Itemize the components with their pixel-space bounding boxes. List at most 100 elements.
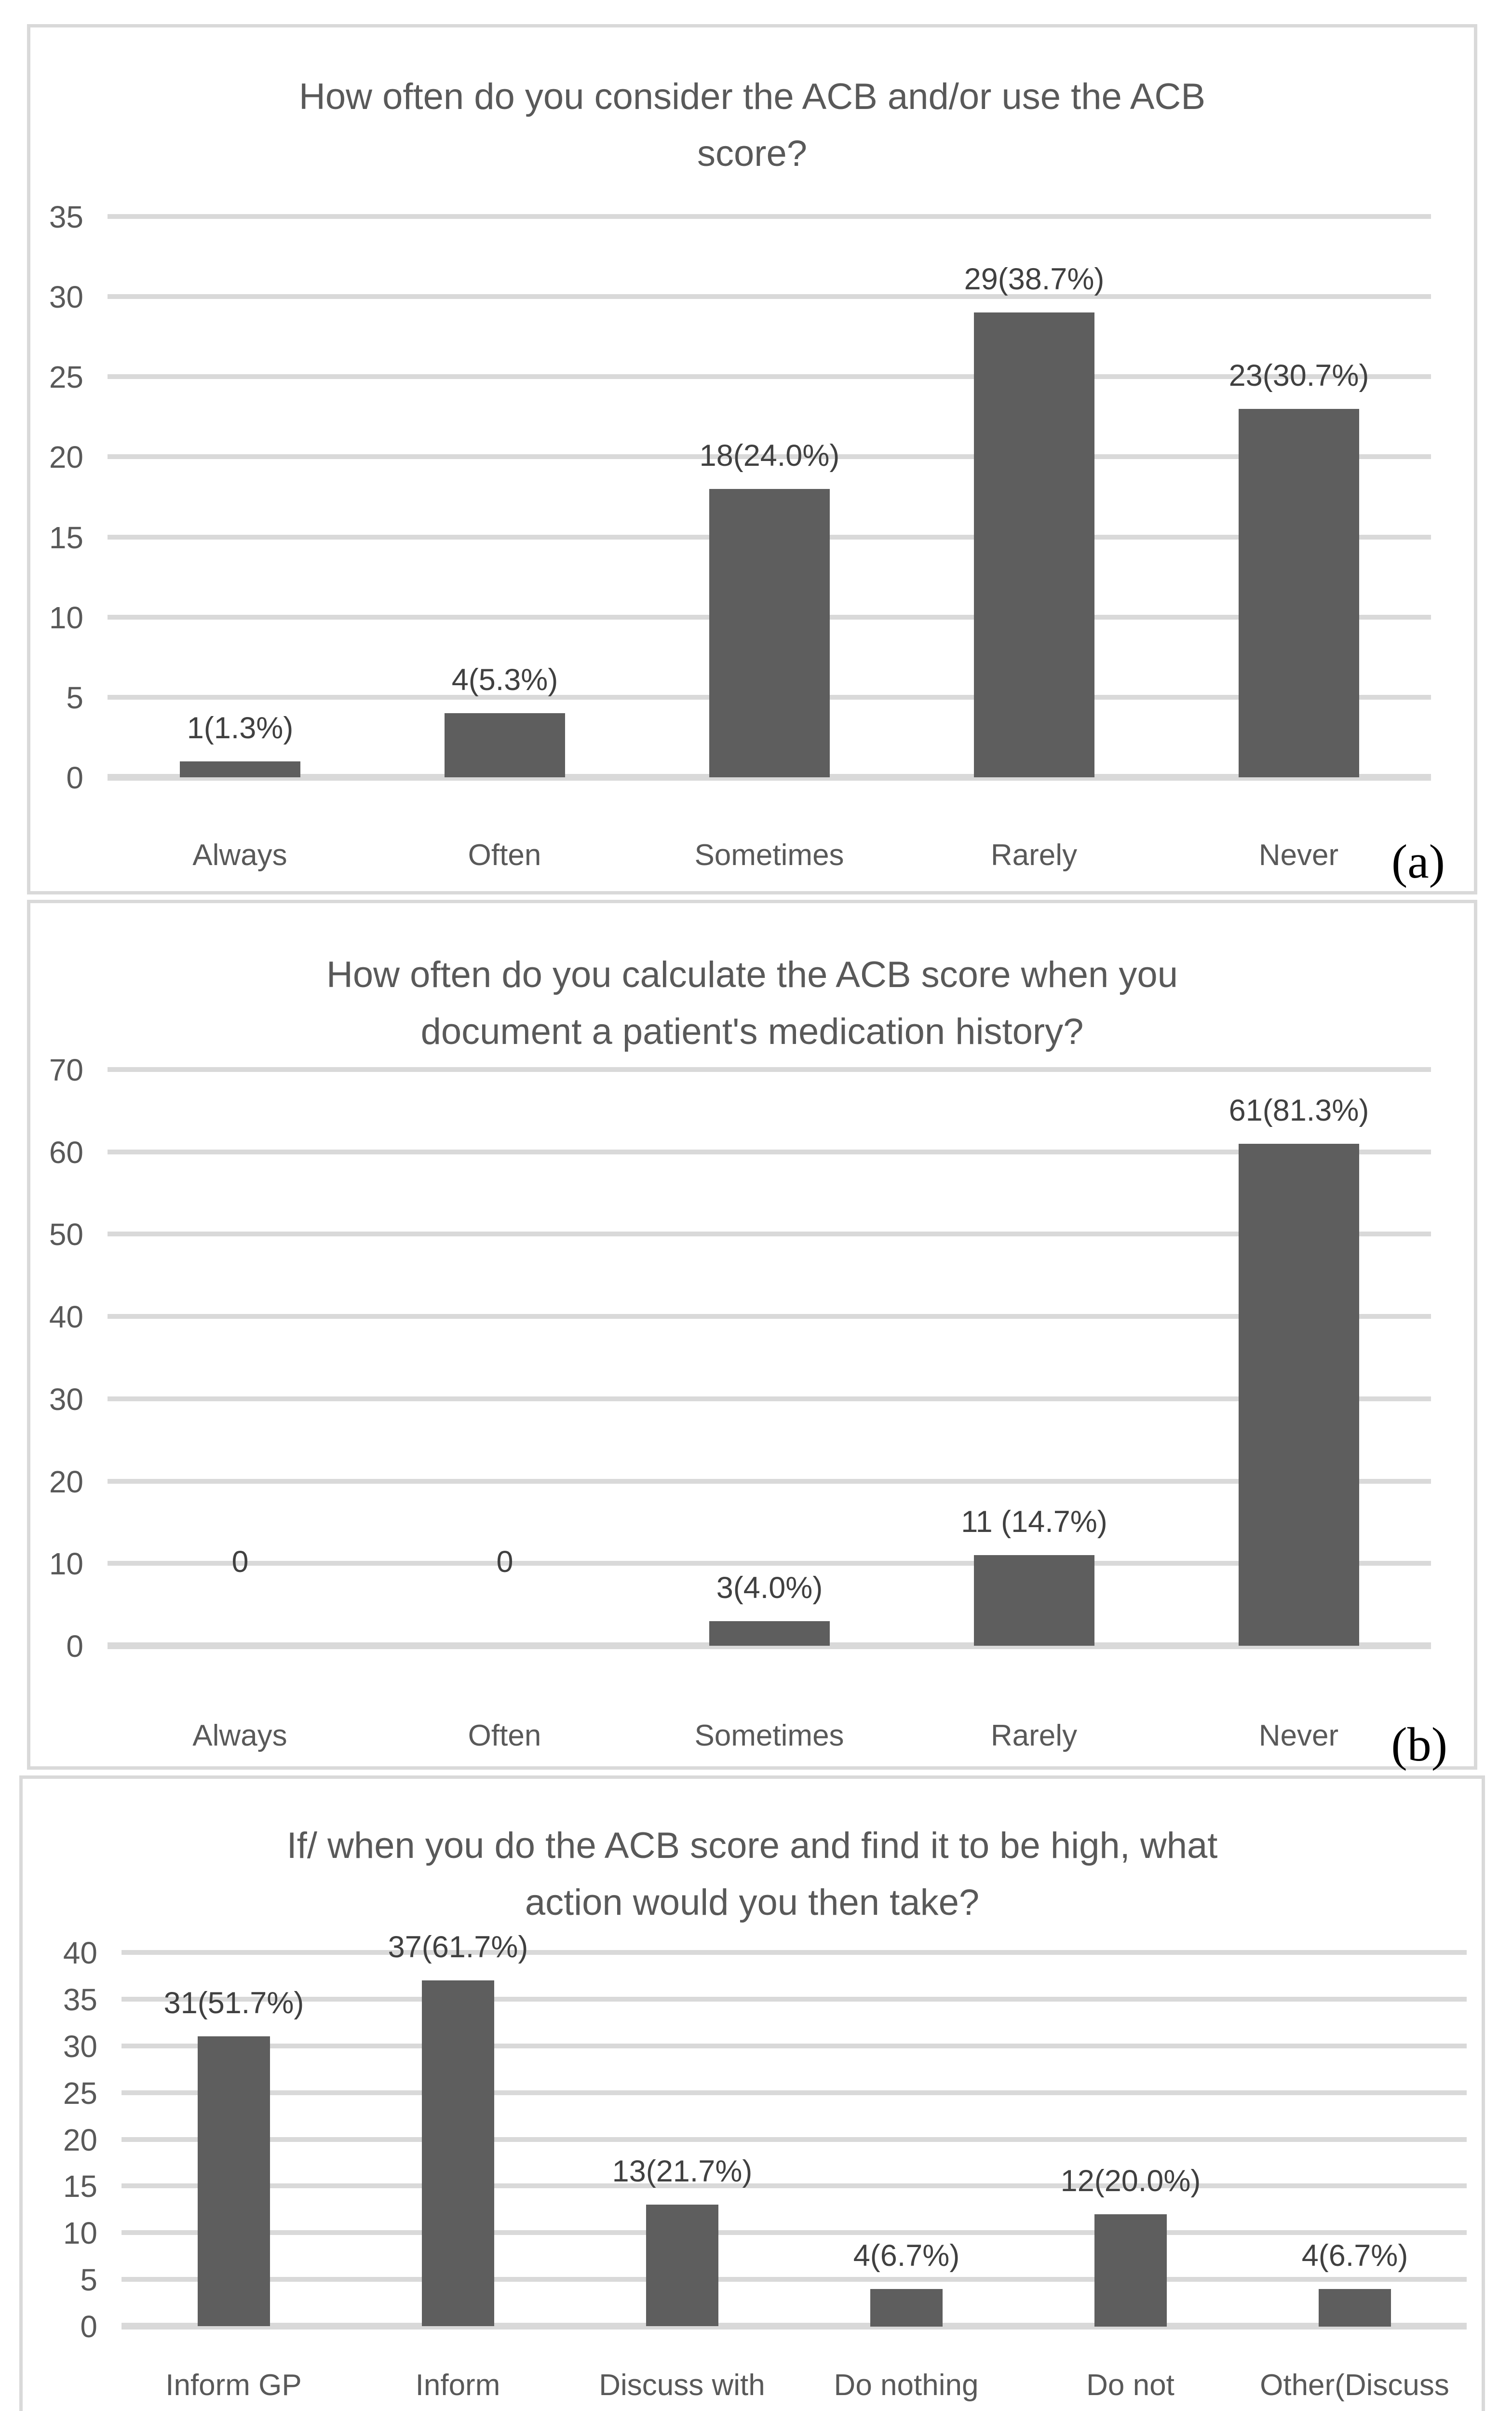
chart-panel-a: How often do you consider the ACB and/or… <box>27 24 1477 894</box>
chart-title: How often do you calculate the ACB score… <box>30 947 1474 1060</box>
gridline <box>108 374 1431 379</box>
y-axis-tick-label: 20 <box>49 440 83 474</box>
y-axis-tick-label: 35 <box>49 200 83 234</box>
y-axis-tick-label: 60 <box>49 1135 83 1170</box>
x-axis-baseline <box>108 774 1431 781</box>
x-axis-category-label: Sometimes <box>694 1719 844 1752</box>
bar <box>180 761 300 777</box>
chart-panel-b: How often do you calculate the ACB score… <box>27 900 1477 1770</box>
x-axis-category-label: Rarely <box>990 839 1078 872</box>
x-axis-category-label: Inform admitting clinical team <box>397 2369 519 2411</box>
bar <box>1319 2289 1391 2327</box>
bar-data-label: 37(61.7%) <box>388 1930 528 1964</box>
bar-data-label: 11 (14.7%) <box>961 1505 1107 1539</box>
gridline <box>108 1314 1431 1319</box>
chart-title: If/ when you do the ACB score and find i… <box>23 1817 1482 1931</box>
y-axis-tick-label: 20 <box>63 2123 97 2157</box>
bar <box>646 2205 718 2326</box>
chart-title-line: score? <box>697 133 808 174</box>
y-axis-tick-label: 70 <box>49 1053 83 1087</box>
x-axis-category-label: Always <box>192 1719 287 1752</box>
x-axis-category-label: Sometimes <box>694 839 844 872</box>
x-axis-category-label: Do not calculate ACB score <box>1038 2369 1224 2411</box>
bar <box>445 713 565 777</box>
y-axis-tick-label: 15 <box>49 520 83 555</box>
panel-marker: (b) <box>1391 1718 1447 1771</box>
y-axis-tick-label: 40 <box>63 1936 97 1970</box>
bar-data-label: 1(1.3%) <box>187 711 294 745</box>
gridline <box>122 1997 1467 2002</box>
bar-data-label: 0 <box>231 1545 249 1579</box>
bar-data-label: 13(21.7%) <box>612 2154 753 2188</box>
y-axis-tick-label: 30 <box>49 280 83 314</box>
x-axis-category-label: Other(Discuss with ED pharmacist, Polyph… <box>1260 2369 1449 2411</box>
bar <box>709 1621 830 1646</box>
y-axis-tick-label: 50 <box>49 1217 83 1252</box>
bar-data-label: 12(20.0%) <box>1060 2164 1201 2198</box>
gridline <box>122 1950 1467 1955</box>
gridline <box>122 2230 1467 2235</box>
bar-data-label: 0 <box>496 1545 513 1579</box>
gridline <box>108 294 1431 299</box>
panel-marker: (a) <box>1391 835 1445 888</box>
chart-title: How often do you consider the ACB and/or… <box>30 68 1474 182</box>
x-axis-baseline <box>108 1642 1431 1649</box>
gridline <box>108 1561 1431 1566</box>
bar <box>1239 409 1359 777</box>
bar <box>1239 1144 1359 1646</box>
chart-title-line: How often do you calculate the ACB score… <box>326 954 1178 995</box>
chart-panel-c: If/ when you do the ACB score and find i… <box>19 1775 1485 2411</box>
gridline <box>108 1150 1431 1154</box>
y-axis-tick-label: 5 <box>66 680 83 715</box>
y-axis-tick-label: 40 <box>49 1300 83 1334</box>
x-axis-category-label: Inform GP <box>165 2369 302 2402</box>
bar-data-label: 4(6.7%) <box>853 2239 960 2273</box>
gridline <box>122 2183 1467 2188</box>
y-axis-tick-label: 25 <box>49 360 83 394</box>
bar <box>870 2289 943 2327</box>
x-axis-category-label: Do nothing <box>834 2369 979 2402</box>
bar-data-label: 31(51.7%) <box>163 1986 304 2020</box>
y-axis-tick-label: 10 <box>63 2216 97 2250</box>
bar <box>422 1980 494 2326</box>
y-axis-tick-label: 10 <box>49 600 83 635</box>
gridline <box>108 214 1431 219</box>
y-axis-tick-label: 15 <box>63 2169 97 2204</box>
x-axis-category-label: Often <box>468 1719 541 1752</box>
chart-title-line: document a patient's medication history? <box>420 1011 1084 1052</box>
bar-data-label: 23(30.7%) <box>1228 359 1369 393</box>
gridline <box>108 1232 1431 1236</box>
y-axis-tick-label: 30 <box>49 1382 83 1417</box>
x-axis-category-label: Never <box>1258 1719 1339 1752</box>
y-axis-tick-label: 20 <box>49 1464 83 1499</box>
x-axis-category-label: Always <box>192 839 287 872</box>
x-axis-category-label: Often <box>468 839 541 872</box>
bar-data-label: 3(4.0%) <box>716 1571 823 1605</box>
y-axis-tick-label: 30 <box>63 2029 97 2064</box>
chart-title-line: If/ when you do the ACB score and find i… <box>286 1825 1218 1866</box>
gridline <box>122 2137 1467 2142</box>
gridline <box>122 2277 1467 2282</box>
y-axis-tick-label: 5 <box>80 2262 97 2297</box>
gridline <box>108 1067 1431 1072</box>
x-axis-baseline <box>122 2323 1467 2330</box>
gridline <box>108 1396 1431 1401</box>
gridline <box>108 1479 1431 1484</box>
y-axis-tick-label: 0 <box>66 760 83 795</box>
bar <box>198 2036 270 2326</box>
y-axis-tick-label: 0 <box>66 1629 83 1664</box>
bar-data-label: 18(24.0%) <box>699 439 840 473</box>
x-axis-category-label: Discuss with the patient <box>599 2369 765 2411</box>
x-axis-category-label: Rarely <box>990 1719 1078 1752</box>
bar-data-label: 29(38.7%) <box>964 262 1105 296</box>
bar-data-label: 61(81.3%) <box>1228 1094 1369 1127</box>
gridline <box>122 2044 1467 2048</box>
gridline <box>122 2090 1467 2095</box>
bar <box>1094 2214 1167 2327</box>
x-axis-category-label: Never <box>1258 839 1339 872</box>
bar <box>709 489 830 777</box>
y-axis-tick-label: 35 <box>63 1982 97 2017</box>
bar <box>974 312 1094 777</box>
y-axis-tick-label: 10 <box>49 1546 83 1581</box>
